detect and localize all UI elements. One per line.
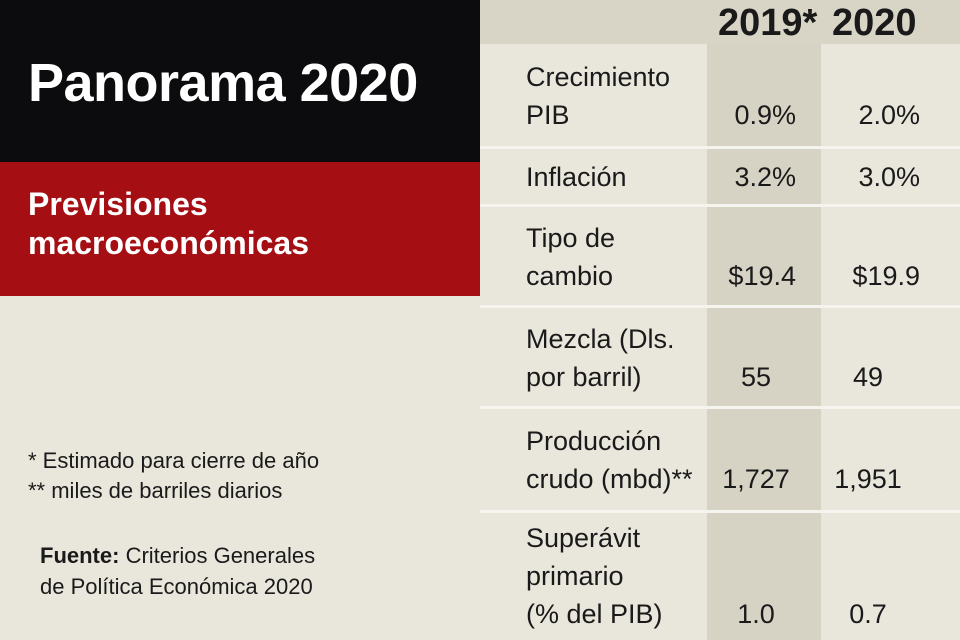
table-cell: 1,951 [834,464,902,494]
table-cell: 49 [852,362,884,392]
row-label: por barril) [526,362,642,392]
table-cell: 1,727 [722,464,790,494]
row-divider [480,204,960,207]
source-text-2: de Política Económica 2020 [40,574,313,599]
column-band-2019 [707,44,821,640]
subtitle-line-2: macroeconómicas [28,225,310,261]
source-note: Fuente: Criterios Generales de Política … [40,540,315,602]
footnote-units: ** miles de barriles diarios [28,478,283,503]
table-cell: 0.7 [849,599,887,629]
row-label: Inflación [526,162,627,192]
source-text-1: Criterios Generales [125,543,316,568]
row-label: Tipo de [526,223,616,253]
table-header [480,0,960,44]
source-line-1: Fuente: Criterios Generales [40,540,315,571]
row-label: crudo (mbd)** [526,464,693,494]
row-label: PIB [526,100,570,130]
row-label: Producción [526,426,662,456]
title-block: Panorama 2020 [0,0,480,162]
row-label: Superávit [526,523,641,553]
subtitle-block: Previsiones macroeconómicas [0,162,480,296]
row-label: primario [526,561,624,591]
subtitle-line-1: Previsiones [28,186,208,222]
row-label: Mezcla (Dls. [526,324,675,354]
column-header-2019: 2019* [718,2,818,44]
row-divider [480,146,960,149]
footnotes: * Estimado para cierre de año ** miles d… [28,446,319,506]
table-cell: 3.0% [858,162,920,192]
row-label: cambio [526,261,614,291]
page-title: Panorama 2020 [28,53,418,113]
table-cell: 55 [740,362,772,392]
data-table: 2019* 2020 Crecimiento PIB 0.9% 2.0% Inflaci… [480,0,960,640]
table-cell: 1.0 [737,599,775,629]
row-label: (% del PIB) [526,599,663,629]
source-label: Fuente: [40,543,120,568]
table-cell: 3.2% [734,162,796,192]
column-header-2020: 2020 [832,2,917,44]
table-cell: 2.0% [858,100,920,130]
row-divider [480,406,960,409]
row-label: Crecimiento [526,62,671,92]
table-cell: $19.9 [852,261,920,291]
footnote-estimate: * Estimado para cierre de año [28,448,320,473]
row-divider [480,510,960,513]
table-cell: $19.4 [728,261,796,291]
row-divider [480,305,960,308]
table-cell: 0.9% [734,100,796,130]
